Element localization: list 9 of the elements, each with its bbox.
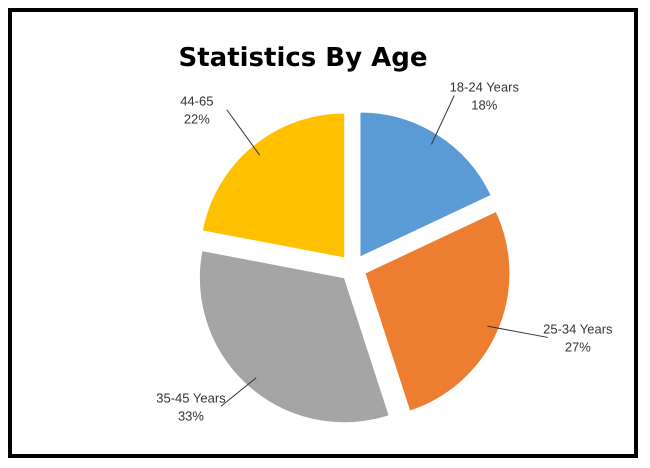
data-label: 33%	[178, 408, 204, 424]
slice-label: 25-34 Years	[543, 321, 614, 336]
chart-title: Statistics By Age	[178, 43, 428, 73]
data-label: 18%	[471, 97, 498, 112]
slice-label: 44-65	[180, 94, 214, 109]
data-label: 22%	[184, 112, 210, 127]
slice-label: 35-45 Years	[156, 390, 226, 406]
slice-label: 18-24 Years	[450, 79, 520, 94]
data-label: 27%	[564, 339, 592, 354]
